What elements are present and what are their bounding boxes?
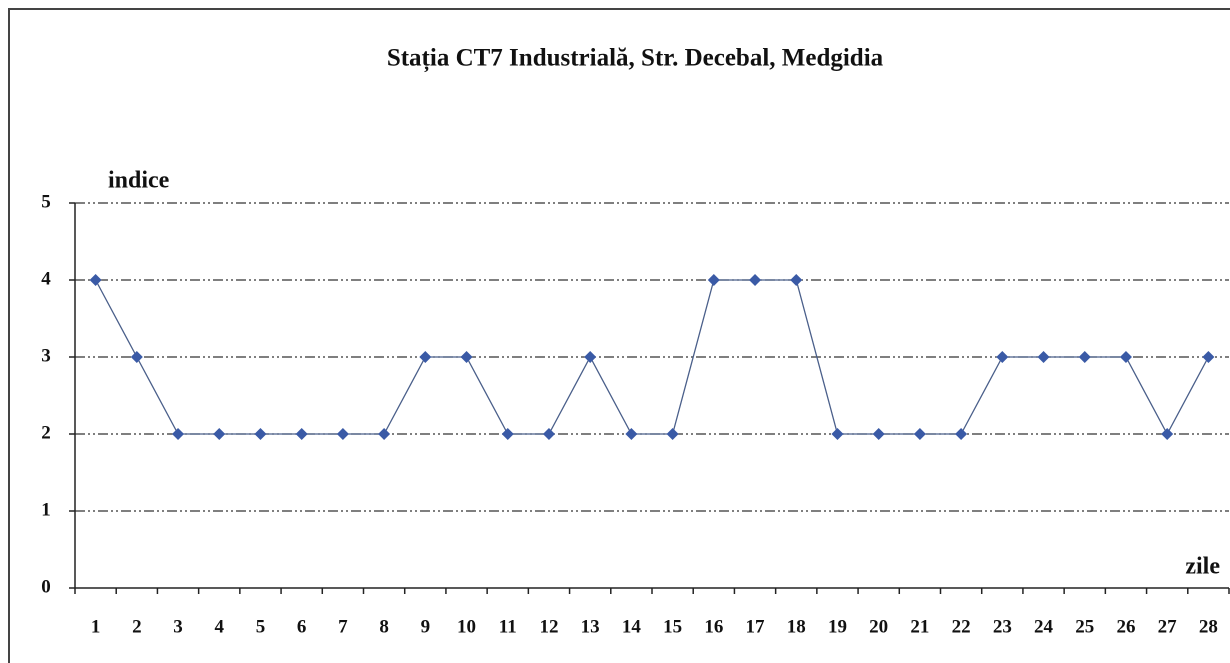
- data-point: [378, 428, 391, 440]
- data-point: [790, 274, 803, 286]
- y-tick-label: 4: [41, 268, 51, 289]
- chart-title: Stația CT7 Industrială, Str. Decebal, Me…: [387, 45, 884, 73]
- x-tick-label: 19: [828, 616, 847, 637]
- data-point: [172, 428, 185, 440]
- data-point: [666, 428, 679, 440]
- data-point: [913, 428, 926, 440]
- x-tick-label: 23: [993, 616, 1012, 637]
- data-point: [955, 428, 968, 440]
- data-point: [625, 428, 638, 440]
- y-tick-label: 0: [41, 576, 51, 597]
- x-tick-label: 15: [663, 616, 682, 637]
- x-tick-label: 1: [91, 616, 101, 637]
- y-tick-label: 3: [41, 345, 51, 366]
- x-tick-label: 12: [539, 616, 558, 637]
- data-point: [130, 351, 143, 363]
- x-tick-label: 24: [1034, 616, 1054, 637]
- y-tick-label: 5: [41, 191, 51, 212]
- data-point: [501, 428, 514, 440]
- x-tick-label: 16: [704, 616, 723, 637]
- data-point: [1202, 351, 1215, 363]
- data-point: [1037, 351, 1050, 363]
- data-line: [95, 279, 1209, 436]
- x-tick-label: 6: [297, 616, 307, 637]
- data-point: [584, 351, 597, 363]
- x-tick-label: 10: [457, 616, 476, 637]
- data-point: [419, 351, 432, 363]
- x-tick-label: 27: [1158, 616, 1178, 637]
- x-tick-label: 7: [338, 616, 348, 637]
- data-point: [831, 428, 844, 440]
- data-point: [707, 274, 720, 286]
- data-point: [872, 428, 885, 440]
- x-tick-label: 18: [787, 616, 806, 637]
- data-point: [1161, 428, 1174, 440]
- data-point: [295, 428, 308, 440]
- data-point: [460, 351, 473, 363]
- x-tick-label: 20: [869, 616, 888, 637]
- x-tick-label: 22: [952, 616, 971, 637]
- x-tick-label: 17: [746, 616, 766, 637]
- y-tick-label: 2: [41, 422, 51, 443]
- data-point: [749, 274, 762, 286]
- x-tick-label: 3: [173, 616, 183, 637]
- x-axis-label: zile: [1185, 554, 1220, 580]
- y-axis-label: indice: [108, 168, 170, 194]
- data-point: [89, 274, 102, 286]
- chart-frame: [8, 8, 1230, 663]
- x-tick-label: 14: [622, 616, 642, 637]
- x-tick-label: 9: [421, 616, 431, 637]
- x-tick-label: 8: [379, 616, 389, 637]
- data-point: [1119, 351, 1132, 363]
- data-point: [1078, 351, 1091, 363]
- x-tick-label: 2: [132, 616, 142, 637]
- x-tick-label: 4: [215, 616, 225, 637]
- x-tick-label: 25: [1075, 616, 1094, 637]
- data-point: [254, 428, 267, 440]
- data-point: [542, 428, 555, 440]
- x-tick-label: 26: [1116, 616, 1135, 637]
- data-point: [213, 428, 226, 440]
- x-tick-label: 13: [581, 616, 600, 637]
- x-tick-label: 21: [910, 616, 929, 637]
- y-tick-label: 1: [41, 499, 51, 520]
- x-tick-label: 5: [256, 616, 266, 637]
- data-point: [996, 351, 1009, 363]
- x-tick-label: 28: [1199, 616, 1218, 637]
- data-point: [336, 428, 349, 440]
- x-tick-label: 11: [499, 616, 517, 637]
